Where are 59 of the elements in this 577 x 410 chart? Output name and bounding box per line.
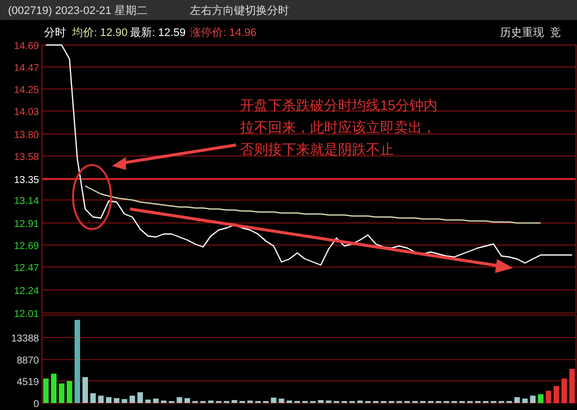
bar <box>184 398 190 403</box>
y-tick-label: 13.58 <box>14 152 40 163</box>
bar <box>554 386 560 403</box>
bar <box>43 378 49 403</box>
bar <box>514 397 520 403</box>
bar <box>176 397 182 403</box>
bar <box>82 377 88 403</box>
y-tick-label: 0 <box>33 399 40 410</box>
annotation: 拉不回来，此时应该立即卖出， <box>240 119 436 135</box>
bar <box>569 368 575 403</box>
y-tick-label: 14.69 <box>14 41 40 52</box>
y-tick-label: 12.47 <box>14 263 40 274</box>
y-tick-label: 12.24 <box>14 286 40 297</box>
bar <box>546 390 552 403</box>
bar <box>530 396 536 403</box>
bar <box>153 398 159 403</box>
text: 历史重现 <box>500 26 544 39</box>
y-tick-label: 13.14 <box>14 196 40 207</box>
text: 左右方向键切换分时 <box>190 4 289 17</box>
bar <box>145 400 151 403</box>
y-tick-label: 13.80 <box>14 130 40 141</box>
text: 竞 <box>550 26 561 39</box>
y-tick-label: 4519 <box>16 376 40 388</box>
bar <box>137 392 143 403</box>
y-tick-label: 14.25 <box>14 85 40 96</box>
bar <box>318 400 324 403</box>
annotation: 开盘下杀跌破分时均线15分钟内 <box>240 97 438 113</box>
bar <box>58 383 64 403</box>
text: 分时 <box>44 26 66 39</box>
bar <box>114 398 120 403</box>
bar <box>106 397 112 403</box>
y-tick-label: 14.03 <box>14 107 40 118</box>
y-tick-label: 12.91 <box>14 219 40 230</box>
bar <box>270 398 276 403</box>
text: 涨停价: 14.96 <box>190 27 257 39</box>
bar <box>130 396 136 403</box>
y-tick-label: 12.01 <box>14 309 40 320</box>
y-tick-label: 13388 <box>11 334 40 345</box>
bar <box>522 398 528 403</box>
bar <box>538 394 544 403</box>
line-series <box>84 185 542 224</box>
annotation: 否则接下来就是阴跌不止 <box>240 141 394 157</box>
bar <box>232 400 238 403</box>
bar <box>66 381 72 403</box>
bar <box>122 399 128 403</box>
bar <box>278 398 284 403</box>
y-tick-label: 14.47 <box>14 63 40 74</box>
bar <box>90 393 96 403</box>
y-tick-label: 12.69 <box>14 241 40 252</box>
y-tick-label: 13.35 <box>14 175 40 186</box>
line-series <box>45 44 573 266</box>
chart-title: (002719) 2023-02-21 星期二 <box>8 5 148 17</box>
y-tick-label: 8870 <box>16 356 40 367</box>
bar <box>561 378 567 403</box>
bar <box>98 396 104 403</box>
text: 最新: 12.59 <box>130 26 186 39</box>
bar <box>74 320 80 403</box>
text: 均价: 12.90 <box>71 27 128 39</box>
bar <box>51 374 57 403</box>
